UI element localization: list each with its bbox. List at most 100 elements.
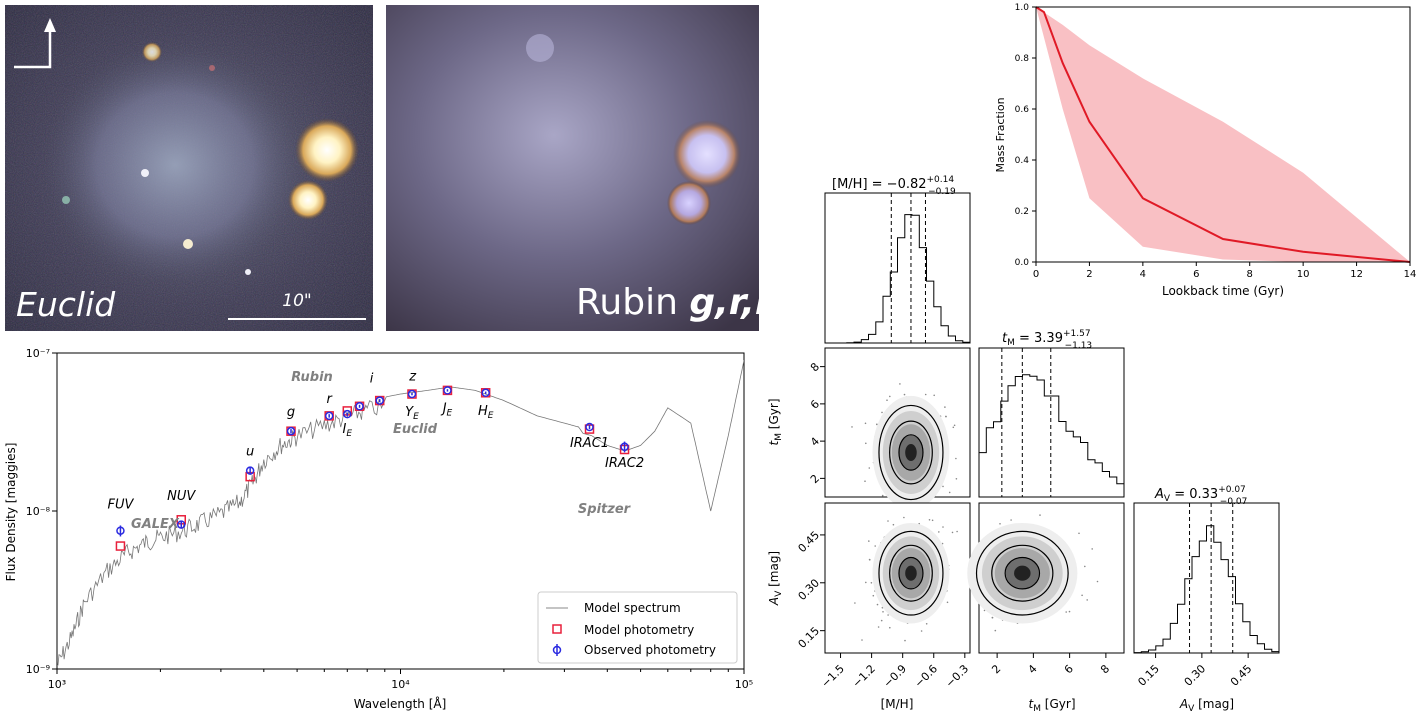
corner-xtick-label: −0.6 xyxy=(912,662,940,690)
corner-scatter-point xyxy=(874,545,876,547)
sfh-xtick-label: 10 xyxy=(1297,269,1310,280)
sed-band-label-main: r xyxy=(327,392,334,407)
corner-contour xyxy=(1004,556,1041,590)
sed-band-label-sub: E xyxy=(447,408,453,418)
corner-plot: −1.5 −1.2 −0.9 −0.6 −0.3 2 4 6 8 0.15 0.30 0.45 2 4 6 8… xyxy=(796,192,1280,690)
corner-xtick-label: 4 xyxy=(1026,662,1040,676)
corner-contour xyxy=(898,556,924,590)
corner-title-av-inf: −0.07 xyxy=(1220,497,1248,507)
scale-bar-label: 10" xyxy=(282,291,311,311)
corner-scatter-point xyxy=(887,520,889,522)
corner-hist-step xyxy=(978,374,1125,497)
sfh-xtick-label: 12 xyxy=(1350,269,1363,280)
corner-xtick-label: 8 xyxy=(1098,662,1112,676)
corner-ytick-label: 6 xyxy=(808,398,822,412)
corner-scatter-point xyxy=(876,603,879,606)
corner-title-mh-inf: −0.19 xyxy=(928,187,956,197)
corner-scatter-point xyxy=(920,630,923,632)
corner-ylabel-av-sub: V xyxy=(774,590,784,597)
sed-telescope-galex: GALEX xyxy=(131,517,180,532)
corner-scatter-point xyxy=(864,480,866,483)
sed-observed-point xyxy=(324,411,334,421)
corner-title-mh-text: [M/H] = −0.82 xyxy=(832,177,927,192)
corner-ylabel-av-unit: [mag] xyxy=(767,551,781,591)
corner-scatter-point xyxy=(1096,580,1099,583)
corner-scatter-point xyxy=(892,523,895,526)
corner-density xyxy=(905,444,917,461)
corner-scatter-point xyxy=(956,530,958,533)
corner-hist-step xyxy=(1133,525,1280,654)
sed-observed-point xyxy=(620,442,629,452)
corner-scatter-point xyxy=(854,602,856,604)
corner-density xyxy=(905,565,917,581)
sed-band-label-main: g xyxy=(287,405,295,420)
corner-title-av-text: = 0.33 xyxy=(1170,487,1218,502)
corner-ytick-label: 2 xyxy=(808,472,822,486)
sed-band-label-sub: E xyxy=(346,429,352,439)
corner-scatter-point xyxy=(868,540,870,542)
corner-scatter-point xyxy=(933,394,935,397)
sed-observed-point xyxy=(343,409,352,419)
sed-points xyxy=(115,385,630,551)
corner-scatter-point xyxy=(948,491,951,494)
corner-scatter-point xyxy=(851,426,853,428)
sed-band-label: i xyxy=(370,371,374,386)
corner-scatter-point xyxy=(928,519,931,521)
corner-scatter-point xyxy=(924,393,927,396)
sfh-plot xyxy=(1035,6,1411,263)
sed-band-label-main: z xyxy=(408,370,417,385)
corner-title-tm-text: = 3.39 xyxy=(1015,331,1063,346)
corner-ylabel-av-main: A xyxy=(767,597,781,606)
corner-scatter-point xyxy=(953,424,956,427)
corner-title-mh-sup: +0.14 xyxy=(927,175,955,185)
sed-band-label-main: H xyxy=(478,404,488,419)
corner-xtick-label: −1.2 xyxy=(850,662,878,690)
corner-hist-step xyxy=(825,214,971,344)
sfh-ytick-label: 0.0 xyxy=(1015,258,1030,268)
corner-contour xyxy=(878,530,944,616)
corner-scatter-point xyxy=(951,531,954,534)
corner-ytick-label: 0.30 xyxy=(796,576,823,603)
corner-scatter-point xyxy=(889,395,891,398)
sed-observed-point xyxy=(245,466,255,475)
sed-observed-point xyxy=(375,396,384,405)
sed-xtick-label: 10⁴ xyxy=(391,678,410,691)
legend-model-photometry: Model photometry xyxy=(584,623,694,637)
sed-observed-point xyxy=(407,389,417,399)
sfh-ytick-label: 0.2 xyxy=(1015,207,1029,217)
sed-spectrum-line xyxy=(57,360,744,667)
corner-ytick-label: 4 xyxy=(808,435,822,449)
corner-ylabel-tm-main: t xyxy=(767,440,781,446)
sed-band-label-main: I xyxy=(343,422,347,437)
sed-observed-point xyxy=(481,388,490,398)
corner-xlabel-av: AV [mag] xyxy=(1179,697,1234,713)
corner-scatter-point xyxy=(1065,611,1067,613)
corner-contour xyxy=(991,544,1054,602)
sed-band-label-sub: E xyxy=(413,412,419,422)
corner-scatter-point xyxy=(870,582,873,584)
corner-hist-frame xyxy=(978,347,1125,498)
corner-xlabel-av-sub: V xyxy=(1188,704,1195,713)
sed-band-label-main: IRAC1 xyxy=(570,436,609,451)
sed-band-label-main: NUV xyxy=(167,489,196,504)
corner-ylabel-tm-sub: M xyxy=(774,433,784,441)
sed-observed-point xyxy=(116,526,125,535)
rubin-label-name: Rubin xyxy=(576,282,689,323)
sed-band-label-main: u xyxy=(246,445,254,460)
corner-xlabel-mh: [M/H] xyxy=(881,697,914,711)
rubin-label-bands: g,r,i xyxy=(689,282,768,323)
corner-contour xyxy=(878,404,944,501)
sed-observed-point xyxy=(355,402,364,411)
corner-contour xyxy=(889,544,933,602)
sed-ytick-label: 10⁻⁷ xyxy=(26,347,50,360)
compass-arrows xyxy=(14,18,56,69)
sed-band-label: IRAC1 xyxy=(570,436,609,451)
corner-scatter-point xyxy=(865,442,867,445)
corner-contour xyxy=(975,530,1069,616)
sed-band-label: HE xyxy=(478,404,494,421)
corner-ylabel-tm: tM [Gyr] xyxy=(767,399,784,446)
sed-band-label: g xyxy=(287,405,295,420)
corner-xtick-label: 2 xyxy=(989,662,1003,676)
